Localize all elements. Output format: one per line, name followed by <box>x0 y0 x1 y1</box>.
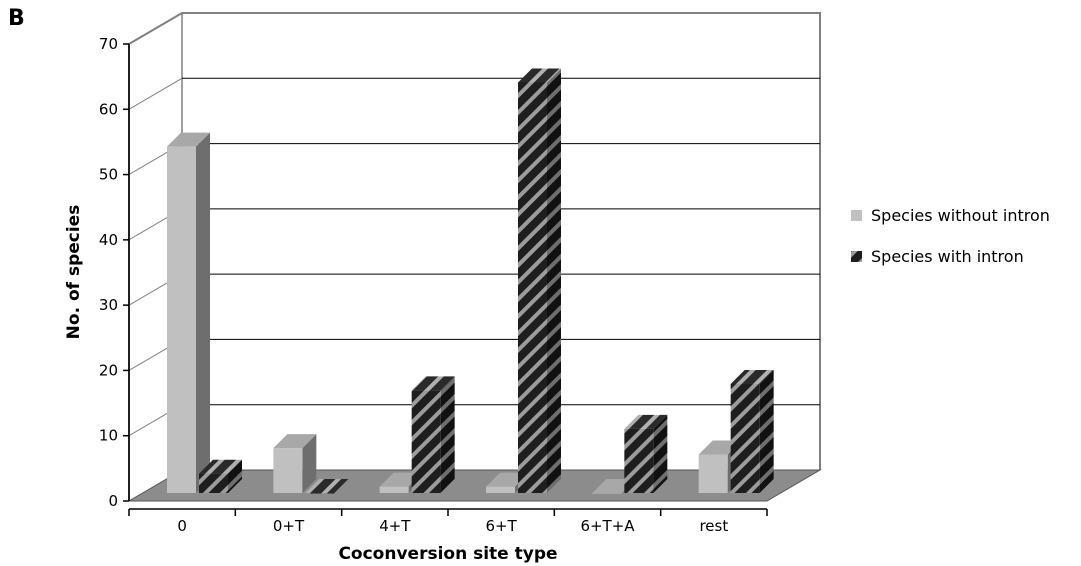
legend-swatch <box>851 251 862 262</box>
bar-with-intron <box>305 479 349 494</box>
y-tick-label: 40 <box>99 231 118 249</box>
y-tick-label: 30 <box>99 296 118 314</box>
y-tick-label: 70 <box>99 35 118 53</box>
legend-label: Species with intron <box>871 247 1024 266</box>
legend-swatch <box>851 210 862 221</box>
y-tick-label: 10 <box>99 427 118 445</box>
panel-label: B <box>8 6 25 31</box>
y-tick-label: 50 <box>99 166 118 184</box>
x-tick-label: 0+T <box>273 517 305 535</box>
bar-with-intron <box>518 68 561 493</box>
bar-with-intron <box>624 414 668 493</box>
y-tick-label: 20 <box>99 361 118 379</box>
x-tick-label: 6+T+A <box>580 517 635 535</box>
chart-walls <box>128 12 821 501</box>
bar-with-intron <box>411 376 455 493</box>
bar-with-intron <box>730 369 774 493</box>
y-tick-label: 0 <box>108 492 118 510</box>
chart-axes: 0 10 20 30 40 50 60 70 0 0+T 4+T 6+T 6+T+A rest <box>99 35 768 535</box>
x-tick-label: 0 <box>177 517 187 535</box>
x-tick-label: 6+T <box>486 517 518 535</box>
legend: Species without intron Species with intro… <box>851 206 1050 266</box>
gridline-side <box>128 77 183 110</box>
bar-with-intron <box>199 459 242 493</box>
x-tick-label: 4+T <box>379 517 411 535</box>
y-tick-label: 60 <box>99 100 118 118</box>
x-axis-title: Coconversion site type <box>338 544 557 564</box>
bar-without-intron <box>273 434 317 493</box>
legend-label: Species without intron <box>871 206 1050 225</box>
chart-bars <box>167 68 774 494</box>
wall-outline <box>128 12 821 501</box>
y-axis-title: No. of species <box>64 205 84 340</box>
x-tick-label: rest <box>699 517 728 535</box>
bar-without-intron <box>167 132 210 493</box>
